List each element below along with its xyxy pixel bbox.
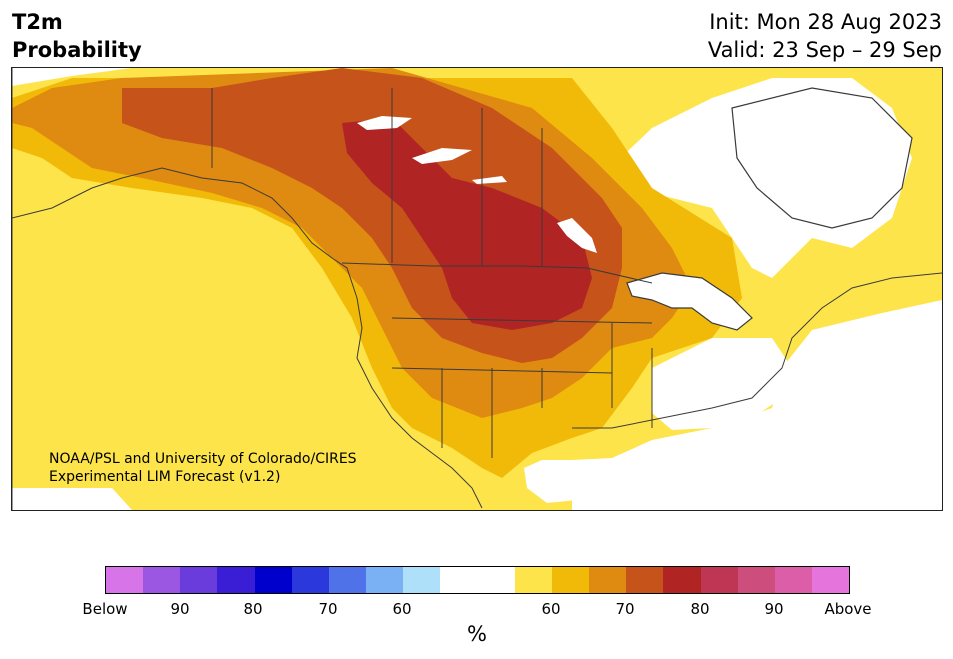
colorbar-segment xyxy=(254,567,292,593)
colorbar-segment xyxy=(737,567,775,593)
colorbar-segment xyxy=(700,567,738,593)
colorbar-segment xyxy=(551,567,590,593)
colorbar-segment xyxy=(403,567,441,593)
valid-range: Valid: 23 Sep – 29 Sep xyxy=(707,38,942,62)
colorbar-segment xyxy=(774,567,812,593)
colorbar-tick-label: 70 xyxy=(615,600,635,618)
colorbar-segment xyxy=(477,567,515,593)
colorbar-tick-label: 60 xyxy=(541,600,561,618)
hudson-bay xyxy=(731,87,913,229)
colorbar-segment xyxy=(440,567,478,593)
probability-map-svg xyxy=(12,68,942,510)
borders xyxy=(12,68,942,510)
forecast-dates: Init: Mon 28 Aug 2023 Valid: 23 Sep – 29… xyxy=(708,8,942,64)
colorbar-segment xyxy=(811,567,850,593)
colorbar-unit: % xyxy=(467,622,487,646)
credit-line-1: NOAA/PSL and University of Colorado/CIRE… xyxy=(49,451,357,467)
colorbar-segment xyxy=(106,567,144,593)
colorbar-tick-label: 80 xyxy=(243,600,263,618)
colorbar-tick-label: 90 xyxy=(764,600,784,618)
map-title: T2m Probability xyxy=(12,8,142,64)
region-white-se xyxy=(652,338,792,430)
great-lakes xyxy=(626,272,753,331)
colorbar-segment xyxy=(180,567,218,593)
colorbar-segment xyxy=(589,567,627,593)
probability-label: Probability xyxy=(12,38,142,62)
region-white-gulf xyxy=(524,460,587,503)
lake-b xyxy=(412,148,472,164)
variable-label: T2m xyxy=(12,10,63,34)
region-90 xyxy=(342,118,592,330)
credit-text: NOAA/PSL and University of Colorado/CIRE… xyxy=(49,450,357,486)
colorbar-segment xyxy=(291,567,329,593)
colorbar xyxy=(105,566,850,594)
lake-c xyxy=(472,176,507,184)
colorbar-segment xyxy=(366,567,404,593)
credit-line-2: Experimental LIM Forecast (v1.2) xyxy=(49,469,281,485)
lake-d xyxy=(557,218,597,253)
colorbar-tick-label: 80 xyxy=(690,600,710,618)
colorbar-segment xyxy=(217,567,255,593)
colorbar-tick-label: Below xyxy=(82,600,128,618)
colorbar-segment xyxy=(663,567,701,593)
colorbar-tick-label: 90 xyxy=(170,600,190,618)
colorbar-tick-label: 70 xyxy=(318,600,338,618)
colorbar-segment xyxy=(514,567,552,593)
colorbar-segment xyxy=(143,567,181,593)
lake-a xyxy=(357,116,412,130)
colorbar-segment xyxy=(626,567,664,593)
colorbar-tick-label: Above xyxy=(824,600,872,618)
colorbar-tick-label: 60 xyxy=(392,600,412,618)
forecast-map xyxy=(11,67,943,511)
colorbar-segment xyxy=(328,567,367,593)
init-date: Init: Mon 28 Aug 2023 xyxy=(709,10,942,34)
